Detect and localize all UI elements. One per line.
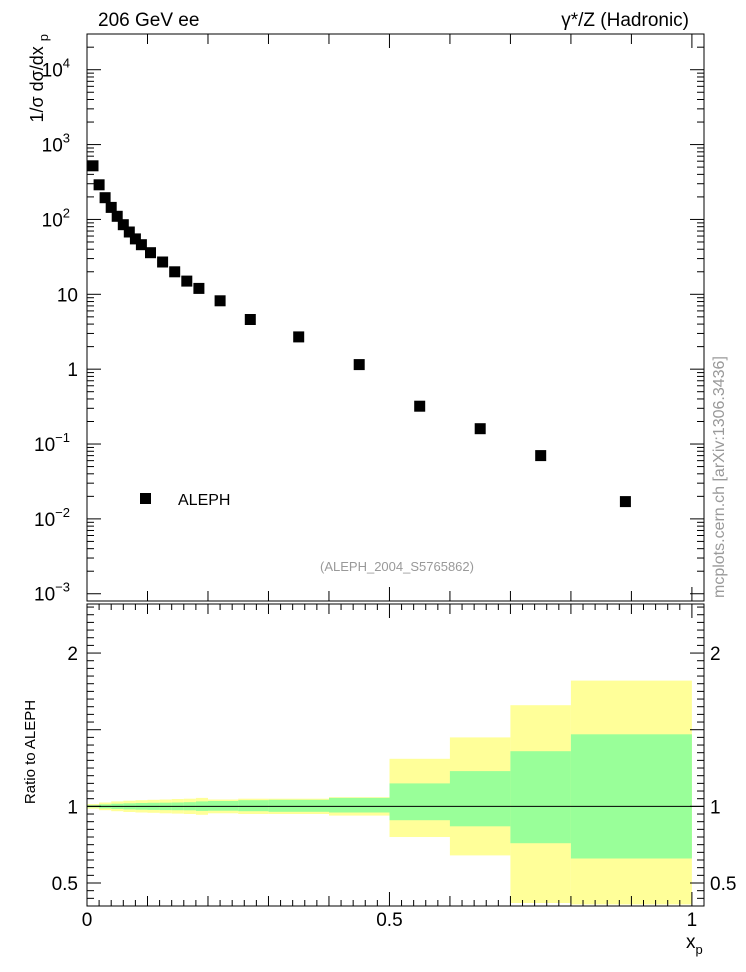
- analysis-label: (ALEPH_2004_S5765862): [320, 559, 474, 574]
- data-point-aleph: [135, 239, 147, 251]
- ratio-frame: [86, 603, 705, 907]
- ratio-x-tick-label: 0: [82, 910, 93, 931]
- main-y-tick-label: 103: [42, 131, 70, 157]
- data-point-aleph: [93, 179, 105, 191]
- ratio-ticks: 0.5 0.51 12 20 0.5 1: [52, 604, 736, 931]
- main-y-tick-label: 10−2: [34, 505, 70, 531]
- main-ticks: 10−3 10−2 10−1 1 10 102 103 104: [34, 33, 704, 606]
- ratio-panel: 0.5 0.51 12 20 0.5 1 Ratio to ALEPH xp: [22, 603, 736, 957]
- ratio-band-stat: [449, 771, 511, 827]
- main-markers: [87, 160, 631, 508]
- ratio-y-tick-label: 2: [67, 644, 78, 665]
- data-point-aleph: [169, 266, 181, 278]
- main-frame: [86, 33, 705, 602]
- ratio-band-stat: [570, 734, 692, 859]
- watermark: mcplots.cern.ch [arXiv:1306.3436]: [711, 356, 728, 598]
- ratio-y-axis-label: Ratio to ALEPH: [22, 700, 39, 804]
- main-y-tick-label: 10−1: [34, 430, 70, 456]
- data-point-aleph: [99, 192, 111, 204]
- data-point-aleph: [123, 226, 135, 238]
- ratio-band-stat: [510, 751, 571, 844]
- ratio-x-axis-label-subscript: p: [696, 942, 703, 957]
- ratio-x-tick-label: 0.5: [376, 910, 402, 931]
- ratio-x-axis-label: xp: [686, 932, 703, 957]
- ratio-y-tick-label-right: 0.5: [710, 874, 736, 895]
- ratio-y-tick-label-right: 1: [710, 797, 721, 818]
- data-point-aleph: [105, 201, 117, 213]
- main-y-axis-label-subscript: p: [36, 34, 51, 41]
- legend-marker-aleph: [140, 493, 151, 504]
- main-y-tick-label: 10: [57, 285, 78, 306]
- data-point-aleph: [157, 256, 169, 268]
- ratio-band-stat: [208, 801, 239, 811]
- main-y-tick-label: 1: [67, 360, 78, 381]
- header-left: 206 GeV ee: [98, 10, 199, 31]
- data-point-aleph: [414, 400, 426, 412]
- main-y-tick-label: 10−3: [34, 580, 70, 606]
- ratio-x-axis-label-main: x: [686, 932, 696, 953]
- main-y-tick-label: 102: [42, 205, 70, 231]
- data-point-aleph: [111, 210, 123, 222]
- ratio-y-tick-label-right: 2: [710, 644, 721, 665]
- ratio-band-stat: [268, 799, 329, 812]
- data-point-aleph: [244, 314, 256, 325]
- ratio-band-stat: [238, 800, 269, 812]
- data-point-aleph: [145, 247, 156, 259]
- ratio-band-stat: [389, 783, 450, 821]
- data-point-aleph: [535, 450, 547, 462]
- main-y-axis-label: 1/σ dσ/dx p: [27, 34, 51, 123]
- main-y-axis-label-main: 1/σ dσ/dx: [27, 46, 47, 122]
- main-panel: 10−3 10−2 10−1 1 10 102 103 104 1/σ dσ/dx p ALE…: [27, 33, 705, 606]
- legend-label-aleph: ALEPH: [178, 492, 230, 509]
- data-point-aleph: [474, 423, 486, 435]
- data-point-aleph: [293, 331, 305, 343]
- ratio-y-tick-label: 1: [67, 797, 78, 818]
- data-point-aleph: [117, 219, 129, 231]
- data-point-aleph: [353, 359, 365, 371]
- data-point-aleph: [87, 160, 99, 172]
- ratio-x-tick-label: 1: [687, 910, 698, 931]
- data-point-aleph: [619, 496, 631, 508]
- data-point-aleph: [129, 233, 141, 245]
- header-right: γ*/Z (Hadronic): [561, 10, 689, 31]
- data-point-aleph: [193, 282, 205, 294]
- ratio-y-tick-label: 0.5: [52, 874, 78, 895]
- data-point-aleph: [181, 275, 193, 287]
- ratio-bands: [87, 680, 692, 905]
- main-y-tick-label: 104: [42, 56, 70, 82]
- ratio-band-stat: [329, 797, 390, 813]
- data-point-aleph: [214, 295, 226, 307]
